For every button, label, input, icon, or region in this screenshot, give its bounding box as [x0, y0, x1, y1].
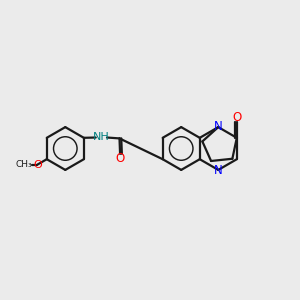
- Text: N: N: [214, 120, 223, 133]
- Text: CH₃: CH₃: [15, 160, 32, 169]
- Text: NH: NH: [93, 132, 110, 142]
- Text: N: N: [214, 164, 223, 177]
- Text: O: O: [232, 111, 242, 124]
- Text: O: O: [116, 152, 125, 165]
- Text: O: O: [33, 160, 42, 170]
